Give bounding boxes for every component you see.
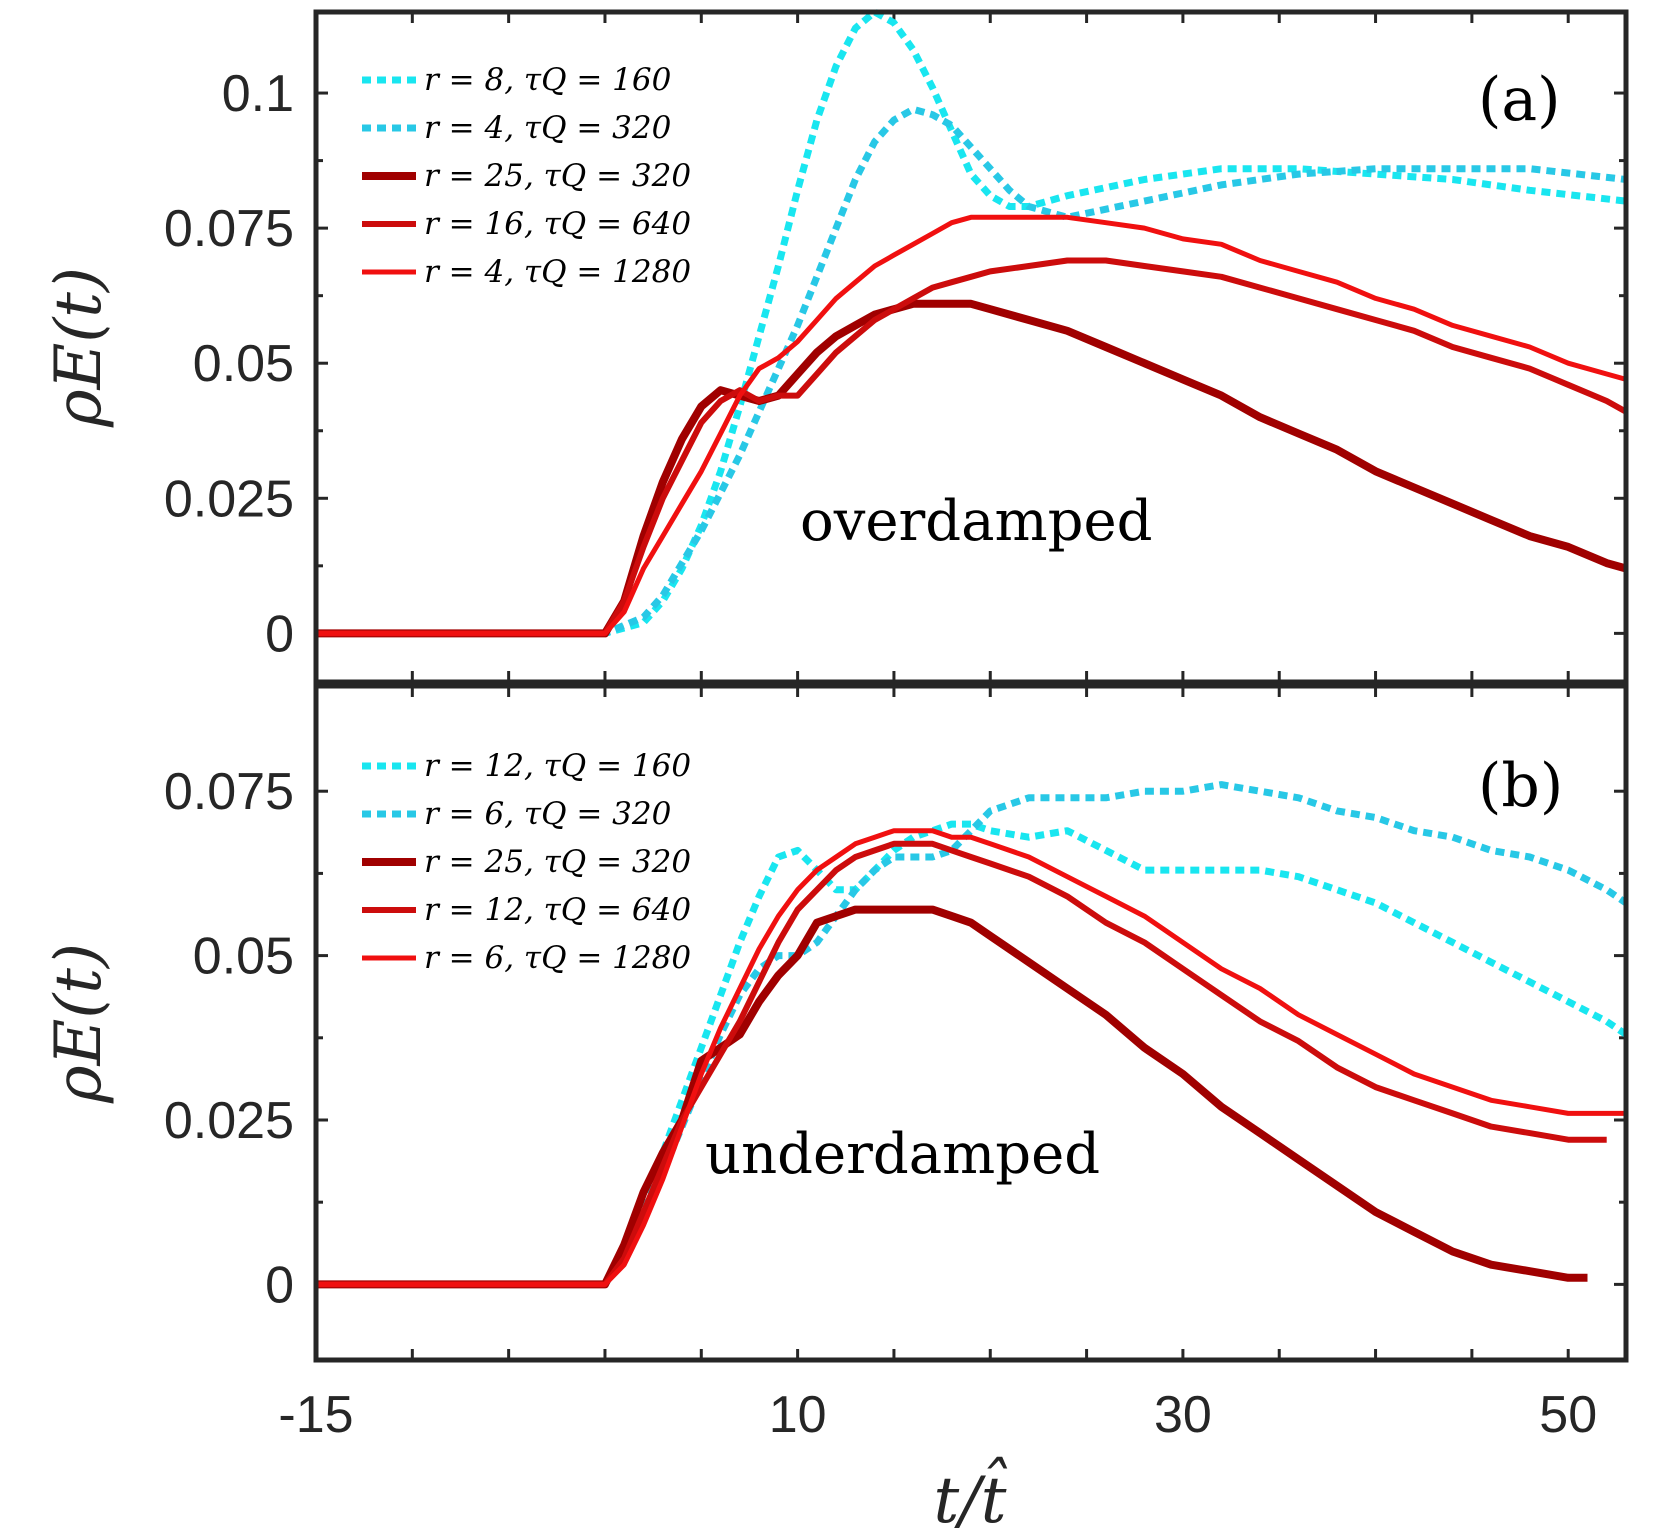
- y-tick-label: 0.05: [193, 928, 294, 986]
- x-axis-label: t/t̂: [934, 1457, 1008, 1538]
- panel-b-annotation: underdamped: [705, 1122, 1100, 1187]
- legend-entry: r = 16, τQ = 640: [424, 206, 691, 242]
- y-tick-label: 0.025: [164, 1092, 294, 1150]
- panel-b-y-tick-labels: 0 0.025 0.05 0.075: [164, 763, 294, 1314]
- series-line-2: [316, 105, 1627, 637]
- panel-b-series: [316, 781, 1628, 1289]
- panel-a-axes-box: [313, 9, 1629, 685]
- legend-entry: r = 12, τQ = 160: [424, 748, 691, 784]
- y-tick-label: 0: [265, 1256, 294, 1314]
- y-tick-label: 0.05: [193, 335, 294, 393]
- panel-b-axes-box: [313, 683, 1629, 1363]
- x-tick-label: 50: [1539, 1386, 1597, 1444]
- series-line-3: [316, 299, 1628, 638]
- series-line-1: [316, 820, 1628, 1288]
- legend-entry: r = 8, τQ = 160: [424, 62, 671, 98]
- legend-entry: r = 25, τQ = 320: [424, 158, 691, 194]
- legend-entry: r = 4, τQ = 1280: [424, 254, 691, 290]
- legend-entry: r = 25, τQ = 320: [424, 844, 691, 880]
- series-line-3: [316, 905, 1588, 1289]
- panel-a-annotation: overdamped: [800, 489, 1152, 554]
- panel-b-plot-area: [316, 686, 1626, 1360]
- y-tick-label: 0.1: [222, 65, 294, 123]
- series-line-5: [316, 828, 1626, 1287]
- series-line-4: [316, 257, 1628, 637]
- panel-a: 0 0.025 0.05 0.075 0.1 r = 8, τQ = 160 r = 4,…: [42, 8, 1629, 685]
- y-tick-label: 0: [265, 605, 294, 663]
- panel-a-y-axis-label: ρE(t): [42, 267, 116, 428]
- x-tick-label: 30: [1154, 1386, 1212, 1444]
- panel-a-label: (a): [1478, 65, 1561, 135]
- panel-b-legend: r = 12, τQ = 160 r = 6, τQ = 320 r = 25, τ…: [362, 748, 691, 976]
- panel-b-y-axis-label: ρE(t): [42, 943, 116, 1104]
- legend-entry: r = 12, τQ = 640: [424, 892, 691, 928]
- panel-a-plot-area: [316, 12, 1626, 682]
- y-tick-label: 0.075: [164, 200, 294, 258]
- panel-b-label: (b): [1478, 751, 1563, 821]
- legend-entry: r = 6, τQ = 320: [424, 796, 671, 832]
- x-tick-label: 10: [769, 1386, 827, 1444]
- series-line-5: [316, 214, 1627, 636]
- x-tick-labels: -15 10 30 50: [278, 1386, 1597, 1444]
- legend-entry: r = 6, τQ = 1280: [424, 940, 691, 976]
- panel-b: 0 0.025 0.05 0.075 r = 12, τQ = 160 r = 6, τ…: [42, 683, 1629, 1363]
- panel-a-y-tick-labels: 0 0.025 0.05 0.075 0.1: [164, 65, 294, 663]
- y-tick-label: 0.075: [164, 763, 294, 821]
- series-line-2: [316, 781, 1628, 1288]
- panel-a-series: [316, 8, 1628, 638]
- x-tick-label: -15: [278, 1386, 353, 1444]
- panel-a-legend: r = 8, τQ = 160 r = 4, τQ = 320 r = 25, τQ…: [362, 62, 691, 290]
- legend-entry: r = 4, τQ = 320: [424, 110, 671, 146]
- y-tick-label: 0.025: [164, 470, 294, 528]
